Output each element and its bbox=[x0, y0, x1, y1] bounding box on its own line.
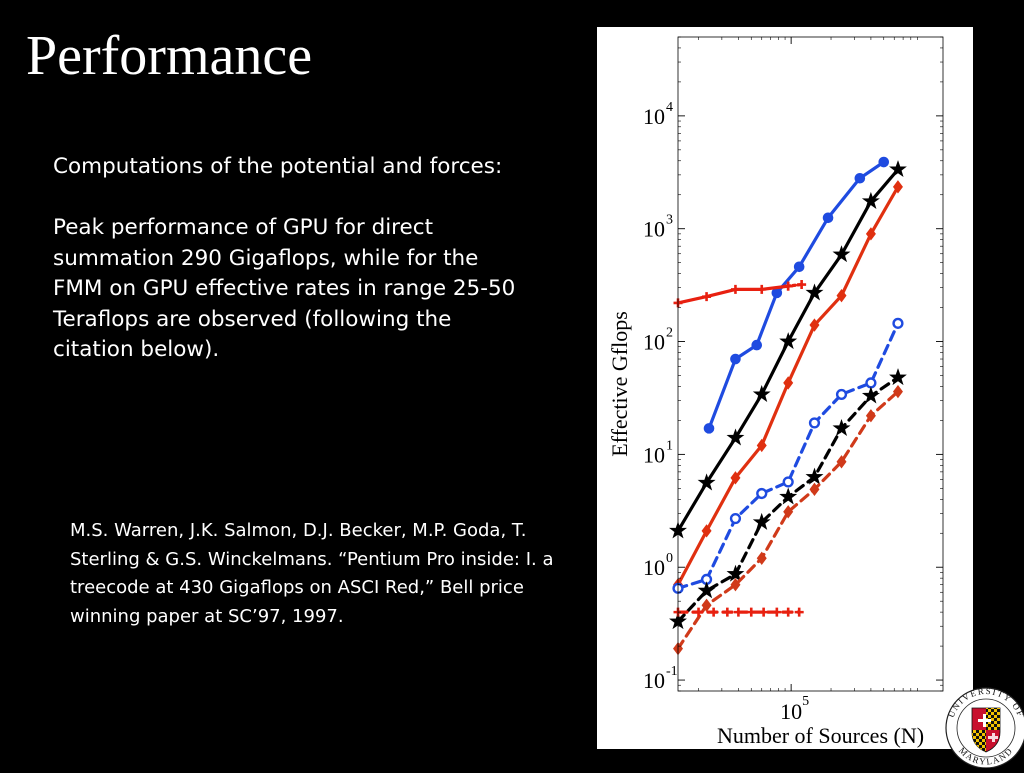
y-tick-exponent: 3 bbox=[666, 213, 673, 228]
data-point-marker bbox=[783, 505, 794, 519]
data-point-marker bbox=[730, 471, 741, 485]
body-paragraph-peak-performance: Peak performance of GPU for direct summa… bbox=[53, 215, 516, 362]
data-point-marker bbox=[757, 284, 767, 294]
data-point-marker bbox=[722, 607, 732, 617]
data-point-marker bbox=[822, 212, 834, 224]
data-point-marker bbox=[782, 476, 794, 488]
data-point-marker bbox=[726, 428, 745, 446]
data-point-marker bbox=[701, 598, 712, 612]
data-point-marker bbox=[892, 384, 903, 399]
data-point-marker bbox=[697, 581, 716, 599]
paragraph-spacer bbox=[53, 183, 523, 214]
data-point-marker bbox=[861, 386, 880, 404]
data-point-marker bbox=[701, 524, 712, 538]
data-point-marker bbox=[889, 368, 907, 386]
data-point-marker bbox=[702, 292, 712, 302]
series-line bbox=[676, 321, 900, 590]
data-point-marker bbox=[733, 607, 743, 617]
slide-title: Performance bbox=[26, 25, 313, 87]
citation-text: M.S. Warren, J.K. Salmon, D.J. Becker, M… bbox=[70, 520, 554, 627]
series-5 bbox=[673, 384, 903, 656]
data-point-marker bbox=[730, 578, 741, 592]
data-point-marker bbox=[756, 487, 768, 500]
x-tick-exponent: 5 bbox=[802, 694, 809, 709]
data-point-marker bbox=[752, 384, 771, 403]
data-point-marker bbox=[783, 281, 793, 291]
data-point-marker bbox=[836, 289, 847, 303]
y-tick-label: 10 bbox=[643, 442, 665, 467]
y-axis-label: Effective Gflops bbox=[607, 311, 632, 457]
data-point-marker bbox=[779, 332, 798, 350]
data-point-marker bbox=[697, 473, 716, 491]
data-point-marker bbox=[889, 160, 907, 178]
series-layer bbox=[669, 156, 907, 656]
data-point-marker bbox=[751, 339, 763, 351]
series-6 bbox=[673, 281, 793, 308]
data-point-marker bbox=[861, 191, 880, 209]
data-point-marker bbox=[809, 482, 820, 497]
data-point-marker bbox=[835, 388, 848, 401]
data-point-marker bbox=[865, 377, 877, 389]
data-point-marker bbox=[772, 607, 782, 617]
slide-body: Computations of the potential and forces… bbox=[53, 152, 523, 366]
data-point-marker bbox=[756, 551, 767, 565]
data-point-marker bbox=[726, 564, 745, 582]
series-2 bbox=[673, 180, 903, 592]
y-tick-label: 10 bbox=[643, 668, 665, 693]
y-tick-label: 10 bbox=[643, 217, 665, 242]
data-point-marker bbox=[746, 607, 756, 617]
y-tick-exponent: -1 bbox=[666, 664, 678, 679]
y-tick-exponent: 2 bbox=[666, 326, 673, 341]
data-point-marker bbox=[703, 423, 715, 434]
data-point-marker bbox=[783, 376, 794, 390]
y-tick-exponent: 4 bbox=[666, 100, 673, 115]
series-0 bbox=[703, 156, 890, 434]
data-point-marker bbox=[794, 607, 804, 617]
data-point-marker bbox=[805, 467, 824, 485]
data-point-marker bbox=[865, 409, 876, 423]
y-tick-label: 10 bbox=[643, 555, 665, 580]
data-point-marker bbox=[729, 512, 742, 525]
maryland-seal-icon: UNIVERSITY OF MARYLAND bbox=[945, 686, 1024, 769]
data-point-marker bbox=[805, 283, 824, 301]
series-8 bbox=[673, 607, 804, 617]
data-point-marker bbox=[730, 284, 740, 294]
x-tick-label: 10 bbox=[780, 699, 802, 724]
data-point-marker bbox=[779, 487, 798, 505]
data-point-marker bbox=[832, 418, 851, 437]
data-point-marker bbox=[836, 455, 847, 469]
data-point-marker bbox=[808, 417, 821, 429]
data-point-marker bbox=[730, 353, 741, 365]
data-point-marker bbox=[783, 607, 793, 617]
data-point-marker bbox=[752, 512, 771, 530]
data-point-marker bbox=[865, 227, 876, 241]
y-tick-exponent: 1 bbox=[666, 438, 673, 453]
data-point-marker bbox=[809, 318, 820, 332]
x-axis-label: Number of Sources (N) bbox=[717, 723, 924, 748]
plot-frame bbox=[677, 36, 944, 692]
body-paragraph-computations: Computations of the potential and forces… bbox=[53, 154, 503, 179]
data-point-marker bbox=[709, 607, 719, 617]
series-4 bbox=[669, 368, 907, 630]
data-point-marker bbox=[759, 607, 769, 617]
data-point-marker bbox=[793, 261, 805, 273]
y-tick-label: 10 bbox=[643, 330, 665, 355]
data-point-marker bbox=[797, 280, 807, 290]
y-tick-exponent: 0 bbox=[666, 551, 673, 566]
data-point-marker bbox=[878, 156, 890, 168]
chart-panel: 10 -1 10 0 10 1 10 2 10 3 10 4 10 5 Effective Gflops … bbox=[597, 27, 973, 749]
data-point-marker bbox=[892, 317, 904, 329]
university-logo: UNIVERSITY OF MARYLAND bbox=[940, 682, 1024, 769]
series-line bbox=[676, 390, 900, 651]
data-point-marker bbox=[892, 180, 903, 194]
y-tick-label: 10 bbox=[643, 104, 665, 129]
data-point-marker bbox=[694, 607, 704, 617]
series-7 bbox=[783, 280, 807, 291]
data-point-marker bbox=[832, 245, 851, 263]
series-3 bbox=[672, 317, 904, 594]
data-point-marker bbox=[854, 172, 866, 184]
data-point-marker bbox=[756, 438, 767, 453]
